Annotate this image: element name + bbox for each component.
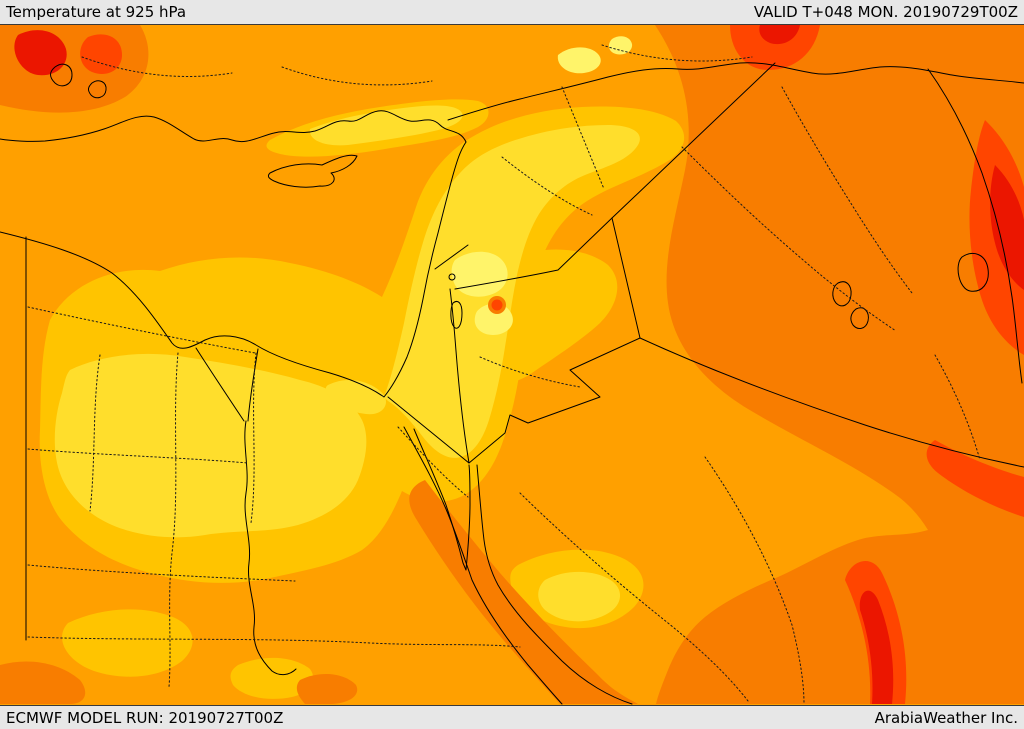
temp-bands-red: [14, 25, 1024, 704]
temp-bands-yellow: [54, 105, 640, 622]
map-footer-bar: ECMWF MODEL RUN: 20190727T00Z ArabiaWeat…: [0, 705, 1024, 729]
temp-band-pale-jordan-1: [451, 251, 508, 297]
admin-line: [81, 56, 233, 77]
temp-band-pale-jordan-2: [474, 303, 513, 335]
temp-band-redorange-jordan-spot: [491, 299, 503, 311]
lake-tharthar: [832, 281, 852, 307]
temp-band-yellow-egypt: [54, 353, 367, 538]
lake-razzaza: [957, 253, 989, 292]
temp-band-pale-turkey-2: [608, 36, 633, 55]
admin-line: [561, 86, 605, 190]
admin-line: [397, 426, 469, 498]
river-nile-delta-east: [247, 348, 259, 422]
credit-label: ArabiaWeather Inc.: [874, 708, 1018, 727]
temp-band-redorange-topright: [730, 25, 820, 70]
admin-line: [27, 564, 296, 582]
temp-band-yellow-turkey-band: [309, 105, 463, 146]
admin-line: [704, 456, 805, 705]
border-turkey-syria-iraq: [447, 62, 1024, 121]
border-syria-iraq: [611, 62, 776, 219]
admin-line: [601, 44, 753, 62]
border-egypt-israel: [387, 396, 470, 464]
temp-band-darkorange-south-patch: [296, 673, 358, 704]
coastline-egypt-levant: [0, 141, 467, 398]
map-header-bar: Temperature at 925 hPa VALID T+048 MON. …: [0, 0, 1024, 25]
lake-turkey-1: [50, 63, 73, 87]
admin-line: [168, 352, 179, 688]
lake-turkey-2: [88, 80, 107, 99]
map-title: Temperature at 925 hPa: [6, 3, 187, 21]
valid-time-label: VALID T+048 MON. 20190729T00Z: [753, 3, 1018, 21]
coastline-redsea-west: [403, 426, 563, 705]
temp-band-yellow-hejaz-core: [538, 571, 621, 622]
temp-band-red-bottomright: [859, 590, 894, 704]
coastline-sinai: [413, 428, 471, 571]
temp-band-darkorange-east: [655, 25, 1024, 704]
admin-line: [27, 306, 256, 354]
temp-band-redorange-east-streak: [926, 440, 1024, 517]
admin-line: [681, 146, 897, 332]
lake-dead-sea: [450, 300, 463, 329]
border-syria-jordan: [454, 217, 613, 290]
lake-galilee: [448, 273, 456, 281]
admin-line: [519, 492, 749, 702]
admin-line: [934, 354, 981, 461]
temp-band-yellow-levant-syria: [384, 125, 640, 458]
temp-band-gold-southwest-2: [230, 657, 314, 699]
border-jordan-saudi: [468, 337, 641, 464]
temp-bands-pale-yellow: [451, 36, 633, 335]
admin-line: [89, 354, 101, 512]
border-iraq-saudi: [639, 337, 1024, 468]
river-nile: [244, 420, 297, 676]
temperature-map: [0, 25, 1024, 705]
admin-line: [281, 66, 433, 86]
admin-line: [781, 86, 913, 294]
model-run-label: ECMWF MODEL RUN: 20190727T00Z: [6, 708, 284, 727]
temp-band-darkorange-redsea: [409, 480, 638, 704]
temp-band-red-east-edge: [990, 165, 1024, 290]
admin-line: [501, 156, 593, 216]
border-jordan-iraq: [611, 217, 641, 339]
admin-borders: [27, 44, 981, 705]
temp-band-pale-turkey-1: [557, 47, 601, 74]
temp-band-red-topleft: [14, 30, 67, 76]
coastline-turkey-south: [0, 110, 467, 143]
temp-band-redorange-topleft: [80, 34, 122, 75]
river-nile-delta-west: [195, 347, 245, 422]
coastline-cyprus: [267, 154, 358, 188]
temperature-field-svg: [0, 25, 1024, 705]
admin-line: [27, 448, 249, 464]
border-iran: [927, 68, 1023, 384]
border-lebanon: [434, 244, 469, 270]
temp-band-darkorange-southwest-corner: [0, 661, 86, 704]
border-jordan-valley: [449, 288, 470, 464]
temp-band-red-top: [759, 25, 800, 45]
temp-band-gold-jordan-lobe: [493, 249, 618, 383]
temp-band-gold-southwest-1: [62, 609, 193, 677]
admin-line: [250, 352, 257, 524]
coastline-redsea-east: [476, 464, 633, 705]
